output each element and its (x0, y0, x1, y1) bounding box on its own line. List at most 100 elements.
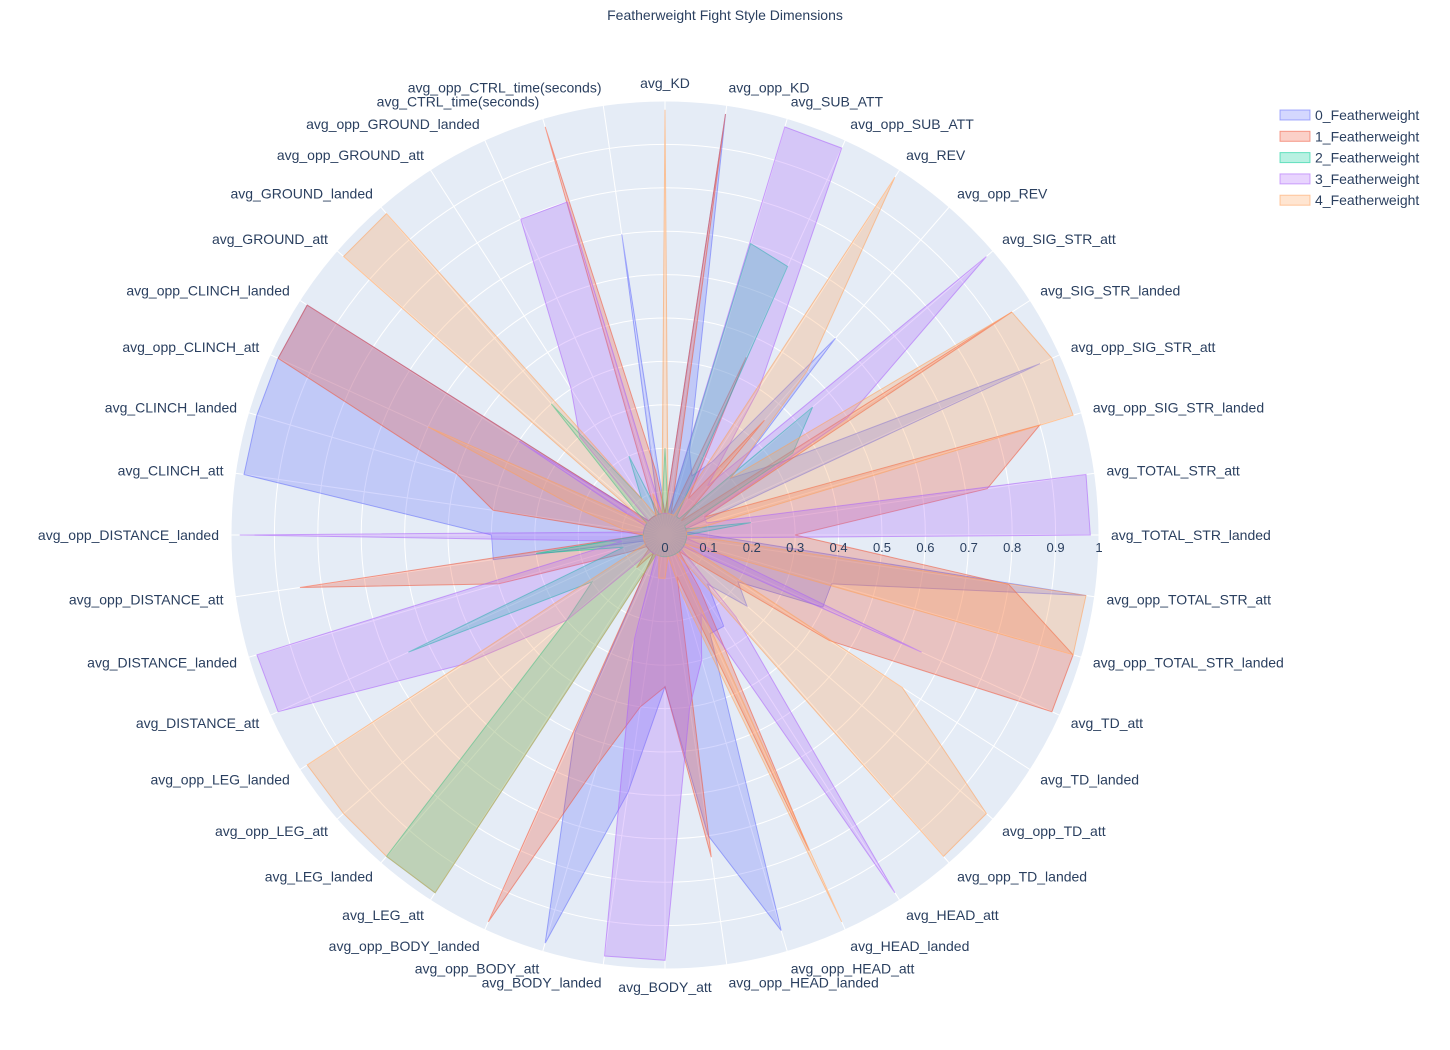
series-layer (239, 109, 1091, 961)
grid-spoke (664, 118, 788, 536)
series-1-area (277, 113, 1074, 923)
grid-spoke (664, 169, 901, 536)
radial-tick-label: 0.3 (786, 540, 804, 555)
category-label: avg_KD (640, 75, 690, 91)
category-label: avg_TOTAL_STR_att (1107, 463, 1240, 479)
legend: 0_Featherweight 1_Featherweight 2_Featherw… (1279, 107, 1419, 208)
category-label: avg_GROUND_landed (230, 185, 372, 201)
category-label: avg_TD_att (1071, 715, 1143, 731)
grid-spoke (270, 534, 666, 716)
grid-spoke (542, 534, 666, 952)
series-3-area (239, 126, 1091, 961)
grid-spoke (602, 105, 666, 536)
grid-spoke (664, 534, 1031, 771)
category-label: avg_opp_TOTAL_STR_landed (1093, 654, 1284, 670)
legend-item-0[interactable]: 0_Featherweight (1279, 107, 1419, 123)
legend-swatch (1279, 152, 1311, 164)
grid-spoke (270, 354, 666, 536)
legend-swatch (1279, 173, 1311, 185)
grid-spoke (664, 250, 994, 536)
category-label: avg_opp_LEG_landed (150, 771, 289, 787)
category-label: avg_opp_GROUND_att (277, 147, 424, 163)
category-label: avg_opp_DISTANCE_landed (38, 527, 219, 543)
radial-tick-label: 0.8 (1003, 540, 1021, 555)
category-label: avg_BODY_landed (482, 974, 602, 990)
category-label: avg_TD_landed (1040, 771, 1139, 787)
category-label: avg_BODY_att (618, 979, 711, 995)
category-label: avg_DISTANCE_att (136, 715, 260, 731)
category-label: avg_opp_CLINCH_landed (126, 283, 289, 299)
category-label: avg_opp_LEG_att (215, 823, 328, 839)
grid-spoke (664, 534, 994, 820)
grid-spoke (664, 534, 728, 965)
category-label: avg_opp_HEAD_landed (729, 974, 879, 990)
category-label: avg_TOTAL_STR_landed (1111, 527, 1271, 543)
radial-tick-label: 0.4 (830, 540, 848, 555)
legend-item-4[interactable]: 4_Featherweight (1279, 192, 1419, 208)
legend-label: 3_Featherweight (1315, 171, 1419, 187)
grid-spoke (248, 534, 666, 658)
legend-swatch (1279, 130, 1311, 142)
category-label: avg_opp_TD_landed (957, 869, 1087, 885)
category-label: avg_opp_TOTAL_STR_att (1107, 591, 1272, 607)
legend-swatch (1279, 109, 1311, 121)
category-label: avg_opp_SIG_STR_att (1071, 339, 1216, 355)
grid-spoke (380, 534, 666, 864)
grid-spoke (484, 140, 666, 536)
category-label: avg_opp_BODY_att (415, 961, 540, 977)
legend-label: 1_Featherweight (1315, 128, 1419, 144)
category-label: avg_SUB_ATT (791, 93, 884, 109)
grid-spoke (602, 534, 666, 965)
grid-spoke (336, 534, 666, 820)
grid-spoke (664, 534, 901, 901)
radial-tick-label: 0.6 (916, 540, 934, 555)
category-label: avg_HEAD_landed (850, 938, 969, 954)
category-label: avg_GROUND_att (212, 231, 328, 247)
category-label: avg_HEAD_att (906, 907, 999, 923)
category-label: avg_LEG_att (342, 907, 424, 923)
radial-tick-label: 1 (1095, 540, 1102, 555)
category-label: avg_SIG_STR_att (1002, 231, 1116, 247)
grid-spoke (429, 534, 666, 901)
category-label: avg_LEG_landed (265, 869, 373, 885)
radial-tick-label: 0.2 (743, 540, 761, 555)
category-label: avg_opp_REV (957, 185, 1048, 201)
category-label: avg_opp_GROUND_landed (306, 116, 480, 132)
category-label: avg_CTRL_time(seconds) (377, 93, 540, 109)
category-label: avg_DISTANCE_landed (87, 654, 237, 670)
radial-tick-label: 0.7 (960, 540, 978, 555)
category-label: avg_opp_CLINCH_att (122, 339, 259, 355)
category-label: avg_opp_KD (729, 80, 810, 96)
radial-tick-label: 0.9 (1047, 540, 1065, 555)
category-label: avg_opp_CTRL_time(seconds) (408, 80, 602, 96)
radial-tick-label: 0.5 (873, 540, 891, 555)
grid-spoke (664, 534, 1060, 716)
category-label: avg_opp_SIG_STR_landed (1093, 400, 1264, 416)
grid-spoke (380, 206, 666, 536)
category-label: avg_opp_TD_att (1002, 823, 1106, 839)
grid-spoke (429, 169, 666, 536)
category-label: avg_opp_DISTANCE_att (69, 591, 224, 607)
radial-ticks: 0 0.1 0.2 0.3 0.4 0.5 0.6 0.7 0.8 0.9 1 (661, 540, 1102, 555)
legend-label: 4_Featherweight (1315, 192, 1419, 208)
series-4-area (306, 109, 1087, 923)
grid-spoke (664, 472, 1095, 536)
legend-item-3[interactable]: 3_Featherweight (1279, 171, 1419, 187)
grid-spoke (664, 534, 1095, 598)
legend-item-2[interactable]: 2_Featherweight (1279, 150, 1419, 166)
radial-tick-label: 0.1 (699, 540, 717, 555)
chart-title: Featherweight Fight Style Dimensions (607, 7, 843, 23)
grid-spoke (664, 140, 846, 536)
grid-spoke (299, 534, 666, 771)
category-label: avg_opp_SUB_ATT (850, 116, 974, 132)
grid-spoke (235, 472, 666, 536)
legend-item-1[interactable]: 1_Featherweight (1279, 128, 1419, 144)
radial-tick-label: 0 (661, 540, 668, 555)
legend-swatch (1279, 194, 1311, 206)
series-2-area (385, 242, 814, 894)
grid-spoke (664, 534, 788, 952)
legend-label: 0_Featherweight (1315, 107, 1419, 123)
category-label: avg_opp_BODY_landed (329, 938, 480, 954)
